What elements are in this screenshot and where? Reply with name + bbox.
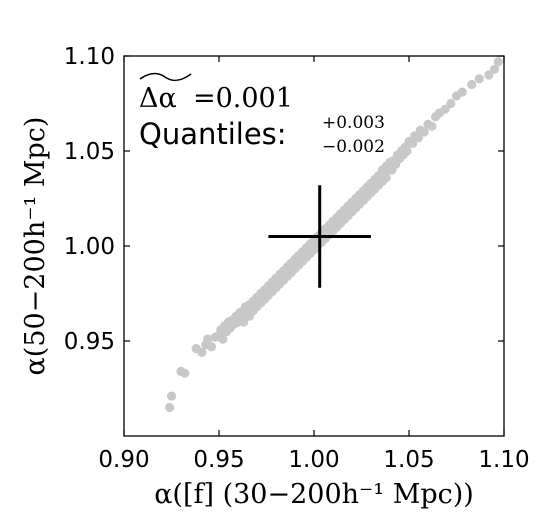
- data-point: [484, 70, 494, 80]
- annotation-box: Δα =0.001 Quantiles: +0.003 −0.002: [139, 72, 385, 157]
- ticks-layer: 0.90 0.95 1.00 1.05 1.10 0.95 1.00 1.05 1.10: [64, 44, 530, 473]
- data-point: [408, 138, 418, 148]
- data-point: [413, 133, 424, 143]
- data-point: [440, 104, 450, 114]
- x-tick-label: 0.95: [193, 447, 244, 473]
- error-cross: [268, 185, 371, 288]
- data-point: [206, 342, 216, 352]
- y-tick-label: 1.00: [64, 234, 115, 260]
- x-tick-label: 0.90: [98, 447, 149, 473]
- x-axis-label: α([f] (30−200h⁻¹ Mpc)): [154, 479, 474, 510]
- x-tick-label: 1.10: [478, 447, 529, 473]
- y-tick-label: 0.95: [64, 329, 115, 355]
- data-point: [467, 79, 477, 90]
- annotation-quantile-lower: −0.002: [322, 137, 385, 157]
- data-point: [166, 391, 177, 401]
- data-point: [457, 87, 467, 97]
- x-tick-label: 1.00: [288, 447, 339, 473]
- data-point: [180, 368, 190, 378]
- y-tick-label: 1.05: [64, 139, 115, 165]
- data-point: [218, 334, 228, 344]
- x-tick-label: 1.05: [383, 447, 434, 473]
- tilde-mark: [139, 72, 192, 82]
- data-point: [381, 173, 391, 183]
- y-tick-label: 1.10: [64, 44, 115, 70]
- data-point: [493, 57, 503, 67]
- data-point: [165, 402, 175, 413]
- annotation-quantiles-label: Quantiles:: [139, 117, 287, 151]
- y-axis-label: α(50−200h⁻¹ Mpc): [20, 117, 51, 376]
- data-point: [474, 74, 484, 84]
- data-point: [489, 64, 500, 74]
- data-point: [419, 127, 429, 137]
- data-point: [402, 146, 412, 156]
- data-point: [203, 334, 213, 344]
- annotation-quantile-upper: +0.003: [322, 113, 385, 133]
- data-point: [427, 121, 437, 131]
- annotation-symbol: Δα: [139, 83, 177, 114]
- data-point: [239, 317, 249, 327]
- annotation-median-value: =0.001: [193, 83, 293, 114]
- data-point: [197, 347, 207, 357]
- data-point: [446, 98, 456, 109]
